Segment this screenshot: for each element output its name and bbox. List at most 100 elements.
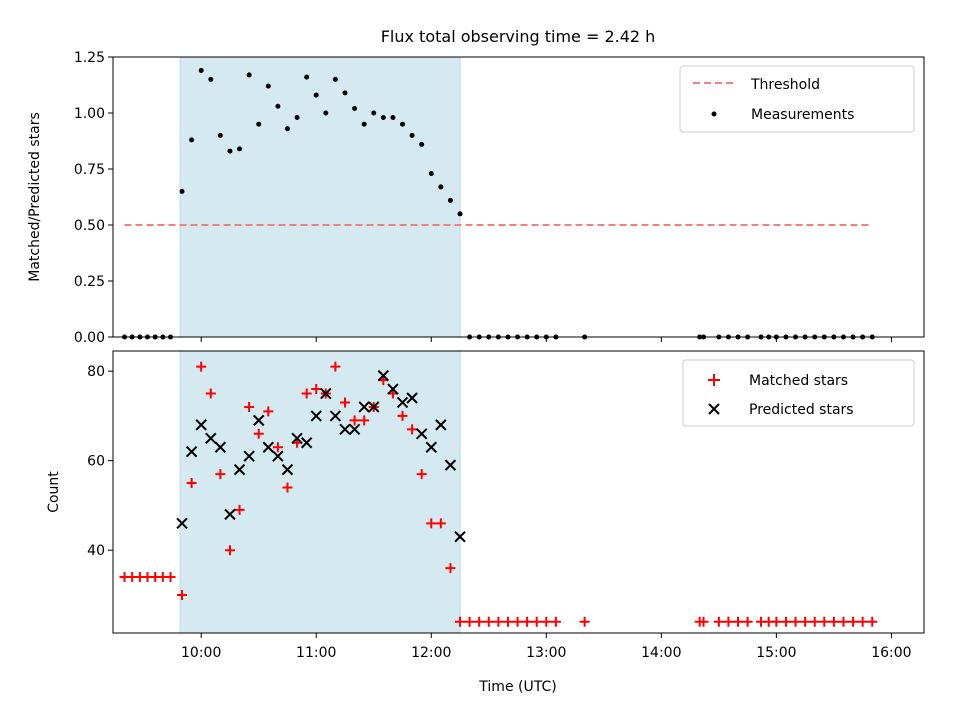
measurement-point [400, 121, 406, 127]
ratio-legend: Threshold Measurements [679, 65, 915, 133]
matched-star-point [493, 616, 504, 627]
matched-star-point [522, 616, 533, 627]
y-tick-label: 1.25 [74, 50, 105, 66]
legend-predicted-swatch [708, 403, 720, 415]
matched-star-point [848, 616, 859, 627]
measurement-point [275, 103, 281, 109]
count-legend-box [682, 359, 915, 427]
measurement-point [208, 76, 214, 82]
count-panel: 40 60 80 10:00 11:00 12:00 13:00 14:00 15:00 16:… [46, 350, 925, 695]
matched-star-point [177, 589, 188, 600]
predicted-star-point [262, 441, 275, 453]
ratio-y-ticks: 0.00 0.25 0.50 0.75 1.00 1.25 [74, 50, 113, 346]
predicted-star-point [272, 450, 284, 462]
matched-star-point [531, 616, 542, 627]
matched-star-point [809, 616, 820, 627]
x-tick-label: 16:00 [871, 645, 911, 661]
chart-title: Flux total observing time = 2.42 h [381, 27, 656, 46]
matched-star-point [311, 384, 322, 395]
matched-star-point [426, 518, 437, 529]
y-tick-label: 0.00 [74, 330, 105, 346]
ratio-panel: 0.00 0.25 0.50 0.75 1.00 1.25 Matched/Predict… [27, 50, 925, 346]
matched-star-point [205, 388, 216, 399]
predicted-star-point [253, 414, 265, 427]
matched-star-point [263, 406, 274, 417]
matched-star-point [857, 616, 868, 627]
matched-star-point [828, 616, 839, 627]
measurement-point [256, 121, 262, 127]
matched-star-point [512, 616, 523, 627]
y-tick-label: 60 [87, 454, 105, 470]
measurement-point [438, 184, 444, 190]
measurement-point [294, 114, 300, 120]
x-axis-label: Time (UTC) [478, 679, 556, 695]
measurement-point [428, 170, 434, 176]
x-tick-label: 13:00 [526, 645, 566, 661]
measurement-point [419, 141, 425, 147]
y-tick-label: 1.00 [74, 106, 105, 122]
predicted-star-point [358, 401, 370, 413]
matched-star-point [339, 397, 350, 408]
predicted-star-point [291, 432, 303, 444]
matched-star-point [483, 616, 494, 627]
predicted-star-point [320, 387, 332, 400]
y-tick-label: 0.50 [74, 218, 105, 234]
measurement-point [447, 197, 453, 203]
matched-star-point [780, 616, 791, 627]
measurement-point [227, 148, 233, 154]
predicted-star-point [348, 423, 361, 436]
legend-matched-label: Matched stars [749, 373, 848, 389]
predicted-star-point [406, 392, 418, 404]
matched-star-point [301, 388, 312, 399]
matched-star-point [474, 616, 485, 627]
predicted-star-point [233, 463, 246, 476]
matched-star-point [723, 616, 734, 627]
ratio-y-axis-label: Matched/Predicted stars [27, 112, 43, 282]
matched-star-point [253, 428, 264, 439]
matched-star-point [771, 616, 782, 627]
legend-matched-swatch [708, 374, 720, 386]
predicted-star-point [444, 459, 457, 471]
matched-star-point [502, 616, 513, 627]
count-panel-frame [112, 350, 925, 634]
predicted-star-point [339, 423, 351, 436]
measurement-point [371, 110, 377, 116]
predicted-star-point [243, 450, 255, 462]
predicted-star-point [329, 410, 342, 422]
measurement-point [332, 76, 338, 82]
count-legend: Matched stars Predicted stars [682, 359, 915, 427]
measurement-point [217, 132, 223, 138]
predicted-star-point [185, 446, 198, 458]
measurement-point [323, 110, 329, 116]
observing-window-shade [179, 56, 461, 338]
x-tick-label: 14:00 [641, 645, 681, 661]
measurement-point [198, 67, 204, 73]
matched-star-point [742, 616, 753, 627]
measurement-point [457, 211, 463, 217]
predicted-star-point [281, 463, 294, 476]
matched-star-point [359, 415, 370, 426]
matched-star-point [464, 616, 475, 627]
measurement-point [179, 188, 185, 194]
matched-star-point [186, 478, 197, 489]
matched-star-point [196, 361, 207, 372]
matched-star-point [282, 482, 293, 493]
predicted-star-point [425, 441, 437, 453]
matched-star-point [541, 616, 552, 627]
matched-star-point [698, 616, 709, 627]
x-tick-label: 12:00 [411, 645, 451, 661]
matched-star-point [579, 616, 590, 627]
count-y-ticks: 40 60 80 [87, 364, 113, 559]
measurement-point [342, 90, 348, 96]
y-tick-label: 0.75 [74, 162, 105, 178]
x-tick-label: 11:00 [296, 645, 336, 661]
measurement-point [361, 121, 367, 127]
ratio-legend-box [679, 65, 915, 133]
matched-star-point [550, 616, 561, 627]
predicted-star-point [415, 428, 428, 440]
matched-star-point [407, 424, 418, 435]
observing-window-shade [179, 350, 461, 634]
matched-star-point [349, 415, 360, 426]
y-tick-label: 80 [87, 364, 105, 380]
